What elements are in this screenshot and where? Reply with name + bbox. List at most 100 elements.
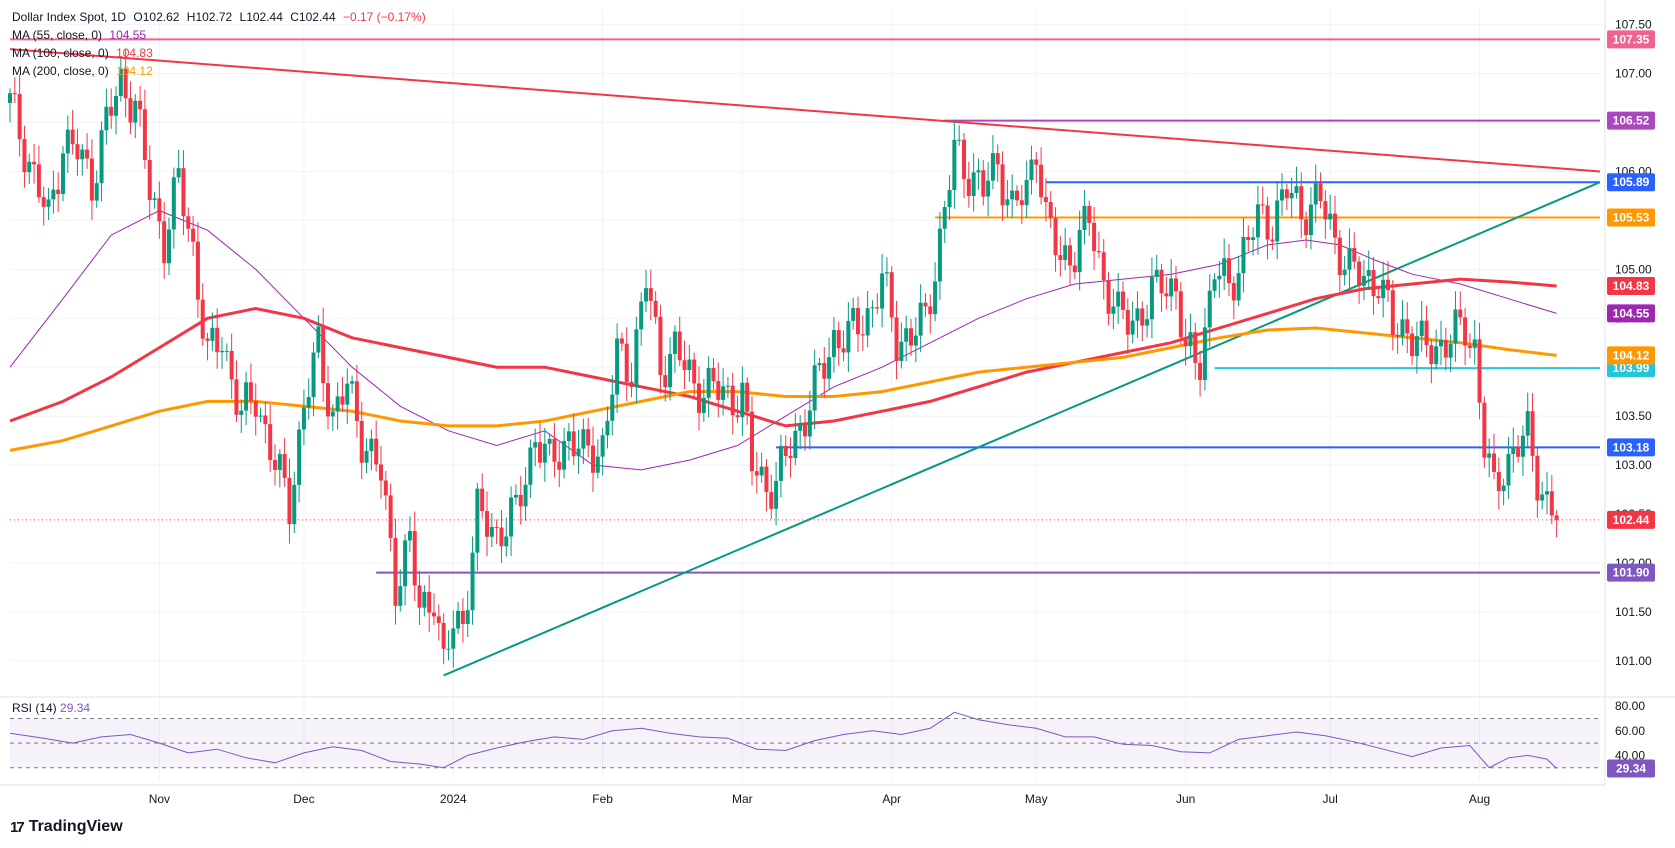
- tradingview-logo[interactable]: 17 TradingView: [10, 818, 123, 836]
- candle-body: [350, 381, 355, 384]
- candle-body: [889, 272, 894, 318]
- change-value: −0.17 (−0.17%): [342, 10, 426, 24]
- candle-body: [754, 471, 759, 476]
- rsi-value: 29.34: [60, 701, 91, 715]
- candle-body: [1227, 258, 1231, 284]
- candle-body: [822, 363, 827, 379]
- candle-body: [937, 228, 942, 282]
- candle-body: [1043, 197, 1048, 203]
- candle-body: [610, 394, 615, 421]
- candle-body: [759, 466, 764, 476]
- candle-body: [682, 360, 687, 371]
- ma200-legend[interactable]: MA (200, close, 0) 104.12: [12, 62, 426, 80]
- candle-body: [1516, 446, 1521, 457]
- low-value: L102.44: [239, 10, 283, 24]
- candle-body: [157, 198, 162, 222]
- candle-body: [909, 328, 913, 346]
- candle-body: [215, 327, 220, 353]
- candle-body: [639, 301, 644, 330]
- candle-body: [788, 456, 793, 459]
- candle-body: [1034, 159, 1039, 165]
- candle-body: [335, 396, 340, 412]
- candle-body: [817, 363, 822, 366]
- candle-body: [1323, 201, 1328, 220]
- candle-body: [581, 429, 586, 449]
- ma-badge-label: 104.55: [1613, 306, 1650, 320]
- price-badges: 107.35 106.52 105.89 105.53 103.99 103.18 101.…: [1607, 30, 1655, 778]
- candle-body: [1386, 279, 1390, 291]
- candle-body: [942, 207, 947, 229]
- candle-body: [711, 368, 716, 382]
- candle-body: [417, 585, 422, 608]
- candle-body: [403, 540, 408, 587]
- candle-body: [615, 338, 620, 395]
- ma55-value: 104.55: [109, 28, 147, 42]
- candle-body: [1294, 186, 1299, 194]
- level-badge-label: 103.99: [1613, 361, 1650, 375]
- candle-body: [297, 429, 302, 485]
- candle-body: [962, 139, 966, 179]
- rsi-legend[interactable]: RSI (14) 29.34: [12, 701, 90, 715]
- candle-body: [383, 480, 388, 496]
- candle-body: [542, 443, 547, 463]
- candle-body: [750, 411, 754, 472]
- candle-body: [1270, 239, 1275, 242]
- candle-body: [253, 401, 258, 417]
- candle-body: [1275, 200, 1280, 242]
- candle-body: [1149, 277, 1154, 320]
- candle-body: [465, 610, 470, 624]
- candle-body: [663, 375, 668, 388]
- ma-badge: [1607, 346, 1655, 365]
- rsi-tick-label: 80.00: [1615, 699, 1645, 713]
- candle-body: [1308, 204, 1313, 236]
- candle-body: [436, 616, 441, 623]
- candle-body: [1506, 453, 1511, 486]
- candle-body: [1058, 255, 1063, 260]
- candle-body: [672, 331, 677, 354]
- candle-body: [1347, 247, 1352, 270]
- candle-body: [1333, 213, 1337, 238]
- level-badge-label: 105.53: [1613, 210, 1650, 224]
- candle-body: [1207, 290, 1212, 328]
- candle-body: [398, 586, 403, 606]
- candle-body: [1015, 190, 1019, 201]
- rsi-value-badge: [1607, 759, 1655, 778]
- candle-body: [46, 199, 51, 207]
- candle-body: [1482, 402, 1487, 458]
- candle-body: [692, 359, 697, 384]
- candle-body: [369, 438, 374, 451]
- open-value: O102.62: [133, 10, 180, 24]
- ma100-legend[interactable]: MA (100, close, 0) 104.83: [12, 44, 426, 62]
- level-badge: [1607, 563, 1655, 582]
- candle-body: [12, 93, 17, 95]
- candle-body: [133, 100, 138, 123]
- rsi-tick-label: 40.00: [1615, 748, 1645, 762]
- candle-body: [803, 423, 807, 437]
- candle-body: [504, 536, 509, 547]
- candle-body: [234, 379, 239, 415]
- rsi-tick-label: 60.00: [1615, 724, 1645, 738]
- candle-body: [1434, 346, 1439, 365]
- candle-body: [865, 308, 870, 336]
- candle-body: [634, 329, 639, 387]
- candle-body: [152, 198, 157, 200]
- candle-body: [1366, 269, 1371, 277]
- ma55-legend[interactable]: MA (55, close, 0) 104.55: [12, 26, 426, 44]
- candle-body: [880, 273, 885, 309]
- candle-body: [8, 93, 12, 103]
- moving-average-line: [9, 277, 1557, 428]
- last-price-badge: [1607, 510, 1655, 529]
- candle-body: [783, 445, 788, 457]
- level-badge-label: 105.89: [1613, 175, 1650, 189]
- candle-body: [1174, 278, 1178, 292]
- x-tick-label: Apr: [882, 792, 901, 806]
- level-badge: [1607, 30, 1655, 49]
- candle-body: [1121, 291, 1125, 310]
- candle-body: [427, 591, 432, 613]
- ma200-value: 104.12: [116, 64, 153, 78]
- candle-body: [56, 189, 61, 195]
- candle-body: [1540, 494, 1545, 501]
- candle-body: [1487, 453, 1492, 458]
- candle-body: [326, 383, 330, 417]
